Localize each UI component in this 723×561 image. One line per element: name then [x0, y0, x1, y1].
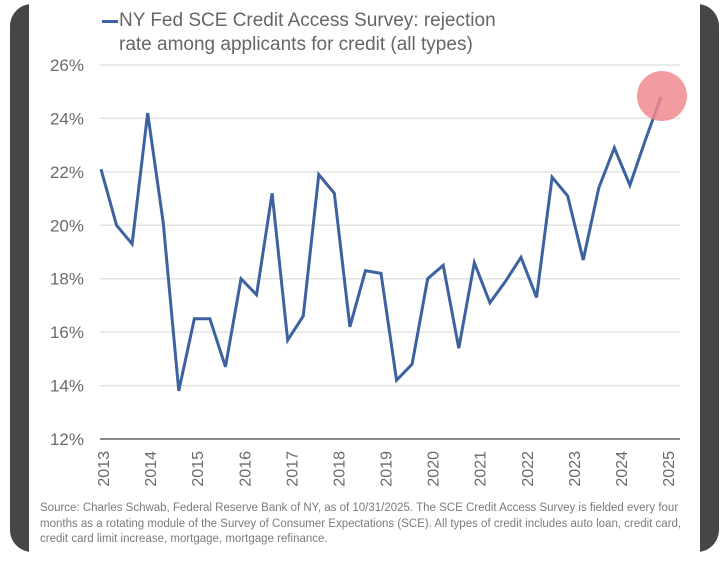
highlight-circle [637, 71, 687, 122]
y-tick-label: 26% [50, 56, 84, 75]
x-tick-label: 2013 [96, 451, 113, 487]
y-tick-label: 16% [50, 323, 84, 342]
x-tick-label: 2019 [379, 451, 396, 487]
legend: NY Fed SCE Credit Access Survey: rejecti… [100, 9, 520, 57]
source-note: Source: Charles Schwab, Federal Reserve … [40, 502, 682, 545]
x-tick-label: 2018 [331, 451, 348, 487]
x-tick-label: 2024 [614, 451, 631, 487]
legend-swatch [102, 20, 118, 23]
y-tick-label: 14% [50, 377, 84, 396]
y-tick-label: 24% [50, 109, 84, 128]
x-tick-label: 2025 [661, 451, 678, 487]
y-tick-label: 20% [50, 216, 84, 235]
x-tick-label: 2020 [426, 451, 443, 487]
x-tick-label: 2016 [237, 451, 254, 487]
x-tick-label: 2017 [284, 451, 301, 487]
legend-label: NY Fed SCE Credit Access Survey: rejecti… [119, 10, 496, 55]
x-tick-label: 2023 [567, 451, 584, 487]
y-tick-label: 12% [50, 430, 84, 449]
series-line [99, 96, 663, 392]
x-tick-label: 2022 [520, 451, 537, 487]
y-tick-label: 18% [50, 270, 84, 289]
y-tick-label: 22% [50, 163, 84, 182]
x-tick-label: 2021 [473, 451, 490, 487]
x-tick-label: 2014 [143, 451, 160, 487]
x-tick-label: 2015 [190, 451, 207, 487]
